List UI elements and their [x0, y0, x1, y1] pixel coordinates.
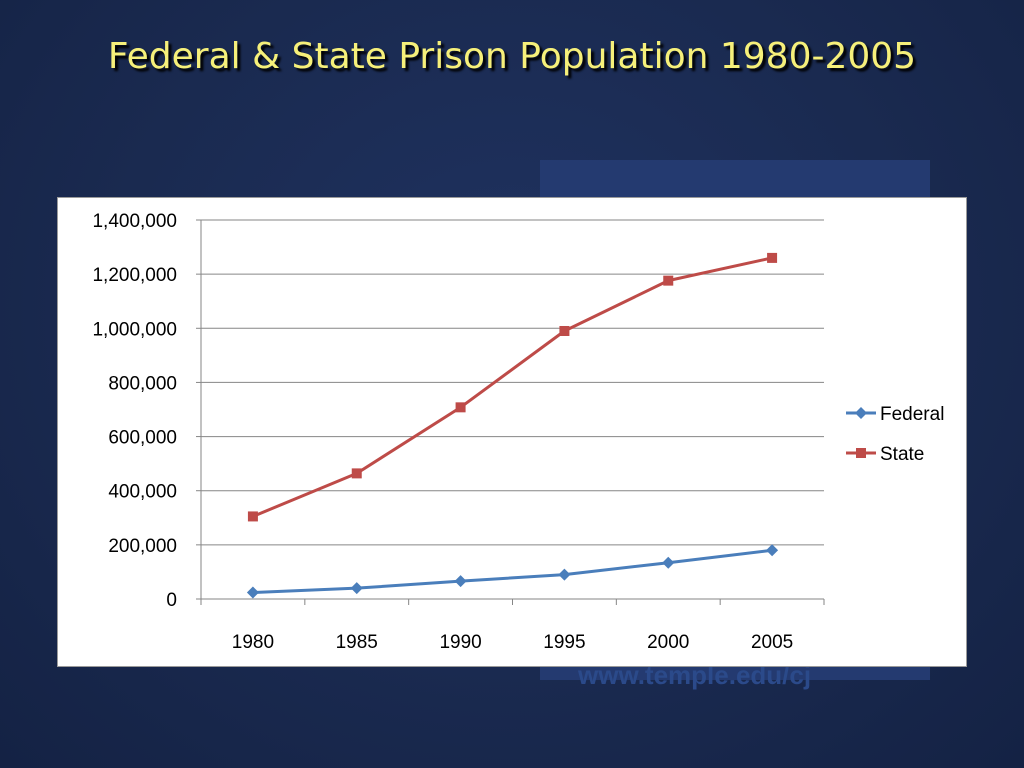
- data-point-federal: [766, 544, 779, 557]
- y-tick-label: 1,000,000: [92, 319, 177, 340]
- data-point-state: [663, 275, 674, 286]
- data-point-state: [767, 252, 778, 263]
- data-point-state: [559, 325, 570, 336]
- data-point-federal: [454, 575, 467, 588]
- data-point-federal: [662, 556, 675, 569]
- data-point-state: [455, 402, 466, 413]
- x-tick-label: 2005: [751, 632, 793, 653]
- chart-container: 0 200,000 400,000 600,000 800,000 1,000,000 1,…: [57, 197, 967, 667]
- y-tick-label: 1,200,000: [92, 265, 177, 286]
- slide-title: Federal & State Prison Population 1980-2…: [107, 36, 917, 77]
- legend-label-state: State: [880, 444, 924, 465]
- data-point-federal: [246, 586, 259, 599]
- series-line-state: [252, 256, 773, 518]
- x-tick-label: 1985: [336, 632, 378, 653]
- y-tick-label: 0: [166, 590, 177, 611]
- x-tick-label: 1995: [543, 632, 585, 653]
- data-point-federal: [350, 582, 363, 595]
- legend-marker-state: [856, 448, 866, 458]
- data-point-state: [247, 511, 258, 522]
- data-point-federal: [558, 568, 571, 581]
- y-tick-label: 600,000: [108, 428, 177, 449]
- series-line-federal: [252, 548, 773, 595]
- line-chart: 0 200,000 400,000 600,000 800,000 1,000,000 1,…: [92, 211, 944, 653]
- x-tick-label: 2000: [647, 632, 689, 653]
- x-tick-label: 1980: [232, 632, 274, 653]
- legend-marker-federal: [855, 407, 867, 419]
- legend-label-federal: Federal: [880, 404, 944, 425]
- data-point-state: [351, 468, 362, 479]
- y-tick-label: 200,000: [108, 536, 177, 557]
- y-tick-label: 400,000: [108, 482, 177, 503]
- y-tick-label: 1,400,000: [92, 211, 177, 232]
- x-tick-label: 1990: [439, 632, 481, 653]
- y-tick-label: 800,000: [108, 373, 177, 394]
